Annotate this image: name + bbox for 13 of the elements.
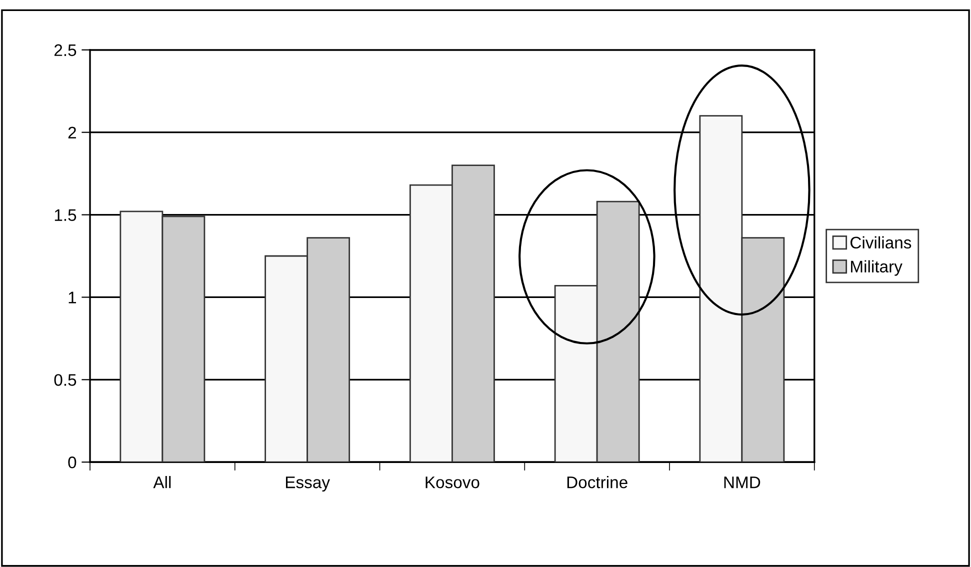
x-tick-label: All — [153, 476, 171, 488]
y-tick-label: 1.5 — [54, 209, 76, 221]
y-tick-label: 1 — [68, 292, 76, 304]
legend-label: Military — [851, 260, 902, 276]
y-tick-label: 0.5 — [54, 374, 76, 386]
x-tick-label: NMD — [724, 476, 760, 488]
x-tick-label: Essay — [286, 476, 330, 492]
legend-label: Civilians — [850, 236, 912, 249]
x-tick-label: Kosovo — [426, 476, 480, 488]
y-tick-label: 2 — [68, 126, 76, 138]
y-tick-label: 2.5 — [54, 44, 76, 56]
y-tick-label: 0 — [68, 456, 76, 468]
x-tick-label: Doctrine — [567, 476, 628, 488]
